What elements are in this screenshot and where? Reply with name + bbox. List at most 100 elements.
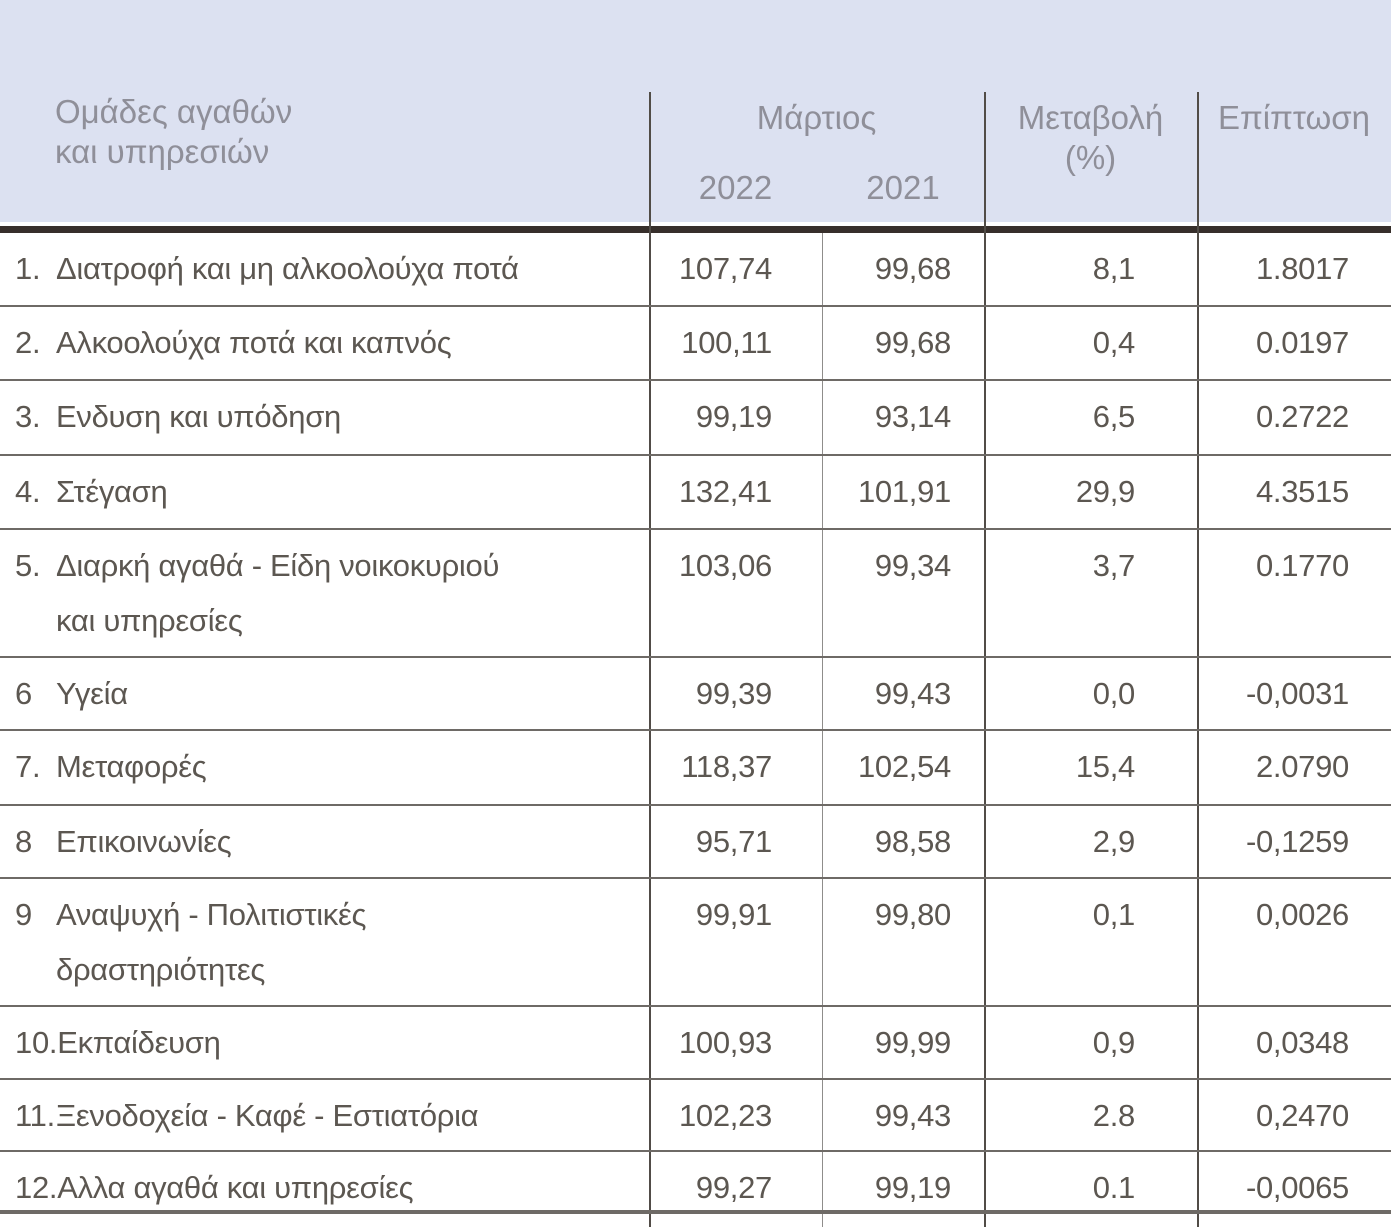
row-number: 11. xyxy=(15,1098,55,1133)
category-label: Διαρκή αγαθά - Είδη νοικοκυριού και υπηρε… xyxy=(56,548,500,638)
category-label: Αλκοολούχα ποτά και καπνός xyxy=(56,325,452,360)
index-2021: 102,54 xyxy=(822,731,984,804)
impact-value: 0.1770 xyxy=(1197,530,1391,656)
column-header-month: Μάρτιος xyxy=(756,99,877,136)
row-number: 3. xyxy=(15,399,41,434)
column-header-categories-line2: και υπηρεσιών xyxy=(55,133,270,170)
index-2021: 93,14 xyxy=(822,381,984,454)
index-2022: 118,37 xyxy=(649,731,822,804)
index-2022: 100,11 xyxy=(649,307,822,379)
index-2021: 99,80 xyxy=(822,879,984,1005)
table-row: 7. Μεταφορές 118,37 102,54 15,4 2.0790 xyxy=(0,731,1391,806)
impact-value: 0,2470 xyxy=(1197,1080,1391,1150)
change-percent: 2,9 xyxy=(984,806,1197,877)
category-label: Μεταφορές xyxy=(56,749,207,784)
table-row: 11. Ξενοδοχεία - Καφέ - Εστιατόρια 102,2… xyxy=(0,1080,1391,1152)
row-number: 10. xyxy=(15,1025,58,1060)
column-header-categories: Ομάδες αγαθών και υπηρεσιών xyxy=(55,92,292,172)
index-2021: 99,68 xyxy=(822,307,984,379)
impact-value: 0.2722 xyxy=(1197,381,1391,454)
bottom-rule xyxy=(0,1210,1391,1214)
impact-value: 0,0026 xyxy=(1197,879,1391,1005)
table-row: 6 Υγεία 99,39 99,43 0,0 -0,0031 xyxy=(0,658,1391,731)
row-number: 1. xyxy=(15,251,41,286)
impact-value: -0,0031 xyxy=(1197,658,1391,729)
row-number: 6 xyxy=(15,676,32,711)
change-percent: 0,4 xyxy=(984,307,1197,379)
index-2021: 99,43 xyxy=(822,1080,984,1150)
impact-value: 1.8017 xyxy=(1197,233,1391,305)
change-percent: 2.8 xyxy=(984,1080,1197,1150)
column-stubs xyxy=(0,1214,1391,1227)
table-row: 12. Αλλα αγαθά και υπηρεσίες 99,27 99,19… xyxy=(0,1152,1391,1210)
category-label: Αλλα αγαθά και υπηρεσίες xyxy=(57,1170,414,1205)
index-2021: 99,99 xyxy=(822,1007,984,1078)
change-percent: 0.1 xyxy=(984,1152,1197,1210)
change-percent: 0,9 xyxy=(984,1007,1197,1078)
table-row: 8 Επικοινωνίες 95,71 98,58 2,9 -0,1259 xyxy=(0,806,1391,879)
row-number: 8 xyxy=(15,824,32,859)
category-label: Διατροφή και μη αλκοολούχα ποτά xyxy=(56,251,519,286)
index-2021: 99,19 xyxy=(822,1152,984,1210)
index-2021: 101,91 xyxy=(822,456,984,528)
category-label: Υγεία xyxy=(56,676,128,711)
change-percent: 8,1 xyxy=(984,233,1197,305)
category-label: Εκπαίδευση xyxy=(57,1025,221,1060)
change-percent: 0,1 xyxy=(984,879,1197,1005)
index-2022: 100,93 xyxy=(649,1007,822,1078)
index-2021: 98,58 xyxy=(822,806,984,877)
column-header-change-line2: (%) xyxy=(1064,139,1117,176)
column-divider xyxy=(1197,92,1199,233)
row-number: 2. xyxy=(15,325,41,360)
column-header-change: Μεταβολή (%) xyxy=(984,98,1197,178)
column-header-year-2021: 2021 xyxy=(866,169,940,206)
row-number: 7. xyxy=(15,749,41,784)
impact-value: 0,0348 xyxy=(1197,1007,1391,1078)
index-2022: 95,71 xyxy=(649,806,822,877)
column-header-year-2022: 2022 xyxy=(698,169,773,206)
index-2021: 99,68 xyxy=(822,233,984,305)
row-number: 4. xyxy=(15,474,41,509)
index-2021: 99,43 xyxy=(822,658,984,729)
category-label: Στέγαση xyxy=(56,474,168,509)
table-row: 2. Αλκοολούχα ποτά και καπνός 100,11 99,… xyxy=(0,307,1391,381)
index-2022: 102,23 xyxy=(649,1080,822,1150)
impact-value: 0.0197 xyxy=(1197,307,1391,379)
row-number: 5. xyxy=(15,548,41,583)
category-label: Επικοινωνίες xyxy=(56,824,232,859)
category-label: Ενδυση και υπόδηση xyxy=(56,399,341,434)
category-label: Αναψυχή - Πολιτιστικές δραστηριότητες xyxy=(56,897,367,987)
index-2021: 99,34 xyxy=(822,530,984,656)
index-2022: 99,19 xyxy=(649,381,822,454)
table-row: 4. Στέγαση 132,41 101,91 29,9 4.3515 xyxy=(0,456,1391,530)
table-row: 3. Ενδυση και υπόδηση 99,19 93,14 6,5 0.… xyxy=(0,381,1391,456)
change-percent: 6,5 xyxy=(984,381,1197,454)
table-row: 10. Εκπαίδευση 100,93 99,99 0,9 0,0348 xyxy=(0,1007,1391,1080)
impact-value: 2.0790 xyxy=(1197,731,1391,804)
index-2022: 99,39 xyxy=(649,658,822,729)
impact-value: 4.3515 xyxy=(1197,456,1391,528)
index-2022: 99,27 xyxy=(649,1152,822,1210)
index-2022: 132,41 xyxy=(649,456,822,528)
impact-value: -0,1259 xyxy=(1197,806,1391,877)
index-2022: 107,74 xyxy=(649,233,822,305)
change-percent: 3,7 xyxy=(984,530,1197,656)
change-percent: 0,0 xyxy=(984,658,1197,729)
table-row: 5. Διαρκή αγαθά - Είδη νοικοκυριού και υπ… xyxy=(0,530,1391,658)
column-header-categories-line1: Ομάδες αγαθών xyxy=(55,93,293,130)
column-divider xyxy=(649,92,651,233)
table-row: 9 Αναψυχή - Πολιτιστικές δραστηριότητες 9… xyxy=(0,879,1391,1007)
table-header: Ομάδες αγαθών και υπηρεσιών Μάρτιος 2022… xyxy=(0,0,1391,222)
change-percent: 15,4 xyxy=(984,731,1197,804)
impact-value: -0,0065 xyxy=(1197,1152,1391,1210)
index-2022: 99,91 xyxy=(649,879,822,1005)
change-percent: 29,9 xyxy=(984,456,1197,528)
row-number: 12. xyxy=(15,1170,58,1205)
column-divider xyxy=(984,92,986,233)
column-header-impact: Επίπτωση xyxy=(1218,99,1370,136)
column-header-change-line1: Μεταβολή xyxy=(1017,99,1164,136)
row-number: 9 xyxy=(15,897,32,932)
index-2022: 103,06 xyxy=(649,530,822,656)
category-label: Ξενοδοχεία - Καφέ - Εστιατόρια xyxy=(56,1098,479,1133)
